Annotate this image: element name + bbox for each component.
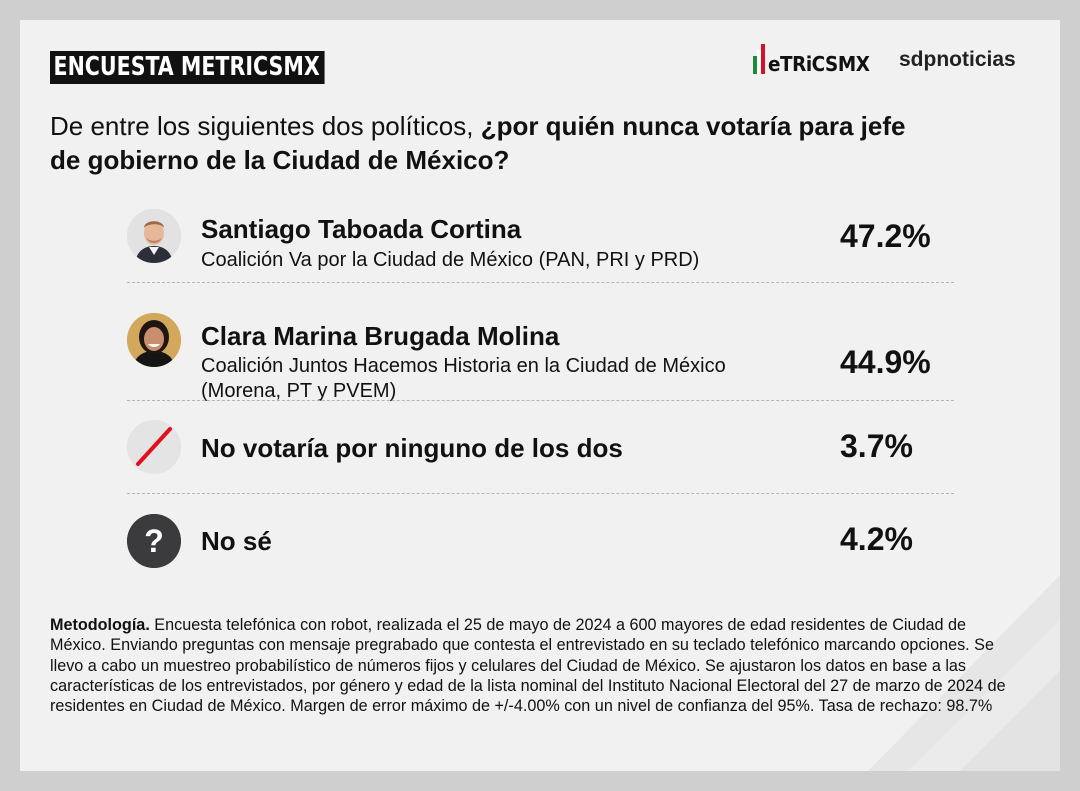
divider <box>127 282 954 283</box>
divider <box>127 400 954 401</box>
option-name: No sé <box>201 526 272 556</box>
option-percent: 3.7% <box>840 428 913 464</box>
question-text: De entre los siguientes dos políticos, ¿… <box>50 109 910 177</box>
metricsmx-logo: eTRiCSMX <box>753 42 878 74</box>
survey-label: ENCUESTA METRICSMX <box>50 51 325 84</box>
methodology-label: Metodología. <box>50 616 150 634</box>
option-name: Clara Marina Brugada Molina <box>201 321 560 351</box>
option-name: No votaría por ninguno de los dos <box>201 433 623 463</box>
question-icon: ? <box>127 514 181 568</box>
candidate-photo-icon <box>127 209 181 263</box>
option-percent: 47.2% <box>840 218 931 254</box>
divider <box>127 493 954 494</box>
chart-arrow-icon <box>753 44 765 74</box>
metricsmx-logo-text: eTRiCSMX <box>768 52 870 76</box>
option-name: Santiago Taboada Cortina <box>201 214 522 244</box>
option-coalition: Coalición Juntos Hacemos Historia en la … <box>201 355 726 402</box>
question-lead: De entre los siguientes dos políticos, <box>50 111 481 141</box>
survey-card: ENCUESTA METRICSMX eTRiCSMX sdpnoticias … <box>20 20 1060 771</box>
sdpnoticias-logo: sdpnoticias <box>899 48 1016 71</box>
option-percent: 4.2% <box>840 521 913 557</box>
svg-text:?: ? <box>144 523 164 559</box>
background-stripes <box>868 575 1060 771</box>
slash-icon <box>127 420 181 474</box>
option-percent: 44.9% <box>840 344 931 380</box>
question-emphasis: ¿por quién nunca votaría para jefe de go… <box>50 111 906 175</box>
methodology-text: Metodología. Encuesta telefónica con rob… <box>50 615 1010 716</box>
option-coalition: Coalición Va por la Ciudad de México (PA… <box>201 249 700 271</box>
candidate-photo-icon <box>127 313 181 367</box>
methodology-body: Encuesta telefónica con robot, realizada… <box>50 616 1006 716</box>
